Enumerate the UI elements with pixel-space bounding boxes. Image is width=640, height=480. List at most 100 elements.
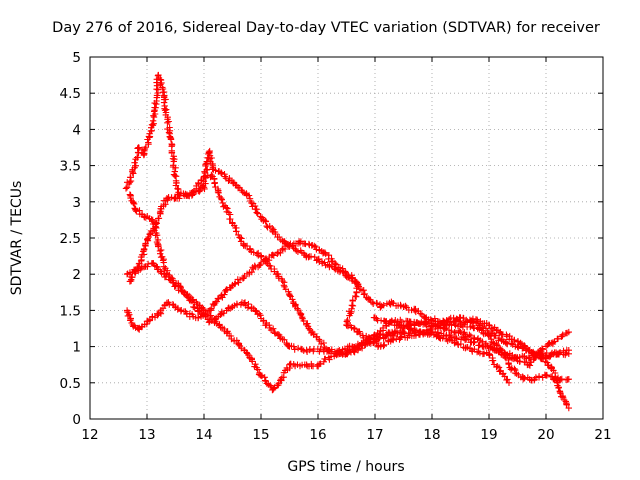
data-point: [126, 191, 134, 198]
data-point: [292, 303, 299, 310]
data-point: [520, 376, 527, 383]
data-point: [152, 104, 159, 111]
data-point: [257, 372, 265, 379]
plot-frame: [89, 56, 604, 420]
plus-marker-run: [218, 196, 236, 226]
x-tick-label: 17: [366, 427, 383, 443]
plus-marker-run: [208, 171, 223, 200]
data-point: [303, 347, 310, 354]
data-point: [314, 256, 322, 263]
plus-marker-run: [166, 133, 182, 196]
data-point: [326, 263, 333, 271]
data-point: [155, 71, 162, 79]
data-point: [126, 278, 134, 285]
data-point: [548, 365, 555, 372]
data-point: [143, 318, 151, 325]
data-point: [531, 376, 538, 383]
data-point: [406, 325, 413, 332]
data-point: [525, 361, 533, 368]
data-point: [246, 354, 253, 361]
data-point: [160, 93, 168, 100]
data-point: [417, 328, 424, 336]
y-tick-label: 5: [72, 50, 81, 66]
axis-ticks: 12 13 14 15 16 17 18 19 20 21 0 0.5 1 1.5 2 2.5 3 3.5 4 4.5…: [60, 50, 612, 443]
plus-marker-run: [122, 170, 137, 192]
data-point: [286, 361, 293, 368]
plus-marker-run: [225, 177, 240, 189]
data-point: [474, 318, 481, 325]
data-point: [400, 303, 407, 310]
x-tick-label: 16: [309, 427, 326, 443]
data-point: [240, 274, 248, 281]
data-point: [274, 271, 282, 278]
data-point: [480, 325, 487, 332]
data-point: [303, 252, 310, 260]
y-tick-label: 0: [72, 412, 81, 428]
y-tick-label: 3: [72, 195, 81, 211]
y-tick-label: 4: [72, 122, 81, 138]
data-point: [371, 332, 379, 339]
data-point: [152, 223, 159, 231]
data-point: [354, 281, 362, 289]
data-point: [277, 376, 285, 383]
series-track-f: [370, 314, 572, 362]
data-point: [155, 242, 162, 249]
data-point: [366, 296, 373, 303]
plus-marker-run: [446, 331, 468, 343]
data-point: [485, 350, 493, 357]
data-point: [132, 205, 139, 213]
data-point: [172, 281, 179, 289]
data-point: [146, 133, 154, 140]
data-point: [280, 238, 287, 245]
data-point: [366, 336, 373, 343]
data-point: [537, 350, 544, 357]
data-point: [457, 314, 464, 321]
data-point: [123, 184, 131, 191]
y-tick-label: 0.5: [60, 376, 81, 392]
data-point: [445, 332, 453, 339]
x-axis-label: GPS time / hours: [287, 459, 404, 475]
plus-marker-run: [343, 281, 362, 327]
data-point: [497, 328, 504, 336]
data-point: [158, 205, 165, 213]
data-point: [354, 328, 362, 336]
data-point: [286, 343, 293, 350]
data-point: [505, 379, 513, 386]
y-tick-label: 2.5: [60, 231, 81, 247]
data-point: [514, 343, 521, 350]
data-point: [565, 350, 572, 357]
data-point: [411, 307, 419, 314]
data-point: [548, 350, 555, 357]
series-track-e: [126, 147, 572, 362]
plus-marker-run: [218, 284, 234, 301]
data-point: [554, 379, 561, 386]
data-point: [485, 321, 493, 329]
data-point: [451, 339, 458, 347]
data-point: [388, 336, 396, 343]
data-point: [243, 191, 250, 198]
data-point: [440, 318, 447, 325]
data-point: [209, 166, 216, 173]
data-point: [140, 213, 148, 220]
data-point: [217, 310, 225, 318]
data-point: [183, 292, 191, 300]
data-point: [457, 328, 464, 336]
data-point: [309, 242, 316, 249]
data-point: [406, 332, 413, 339]
data-point: [497, 347, 504, 354]
x-tick-label: 20: [537, 427, 554, 443]
data-point: [252, 307, 259, 314]
data-point: [525, 354, 533, 361]
y-tick-label: 4.5: [60, 86, 81, 102]
plus-marker-run: [338, 347, 358, 358]
data-point: [349, 343, 356, 350]
data-point: [565, 328, 572, 336]
data-point: [206, 307, 213, 314]
data-point: [229, 303, 236, 310]
data-point: [383, 318, 390, 325]
data-point: [337, 267, 344, 274]
data-point: [240, 300, 248, 307]
data-point: [217, 292, 225, 300]
data-point: [183, 191, 191, 198]
